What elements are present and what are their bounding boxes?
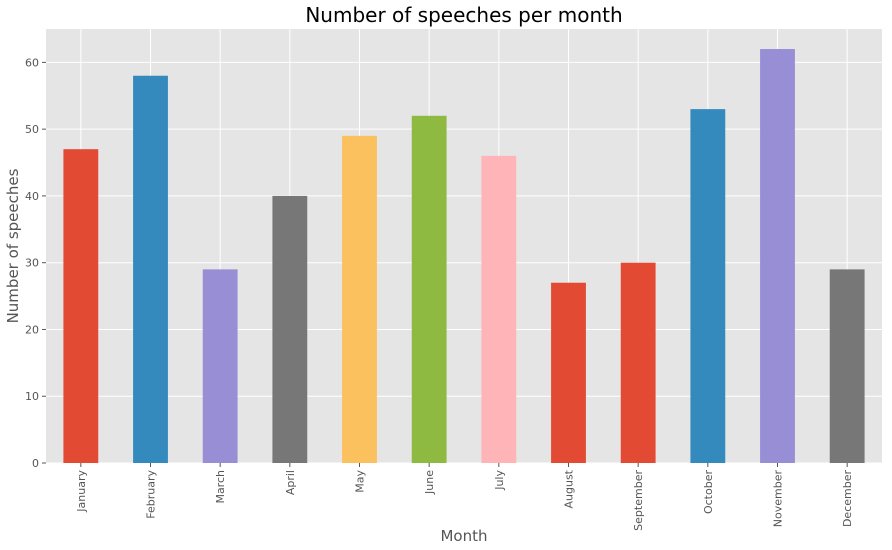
y-tick-label: 40 (25, 190, 39, 203)
y-tick-label: 0 (32, 457, 39, 470)
bar-december (829, 269, 865, 463)
x-axis-title: Month (440, 527, 487, 545)
x-tick-label-september: September (632, 470, 645, 531)
bar-august (551, 282, 586, 463)
x-tick-label-february: February (145, 470, 158, 519)
x-tick-label-august: August (563, 469, 576, 508)
x-tick-label-march: March (214, 470, 227, 504)
bar-january (63, 149, 99, 463)
x-tick-label-may: May (354, 470, 367, 493)
bar-june (411, 115, 447, 464)
y-tick-label: 50 (25, 123, 39, 136)
bar-october (690, 109, 726, 463)
bars (63, 49, 865, 464)
chart-title: Number of speeches per month (305, 3, 622, 27)
y-axis-title: Number of speeches (4, 168, 22, 323)
y-axis-ticks: 0 10 20 30 40 50 60 (25, 56, 46, 470)
x-tick-label-october: October (702, 470, 715, 514)
y-tick-label: 30 (25, 257, 39, 270)
y-tick-label: 10 (25, 390, 39, 403)
bar-february (133, 75, 168, 463)
x-tick-label-december: December (841, 470, 854, 528)
bar-september (620, 262, 656, 463)
plot-area (46, 29, 882, 463)
bar-may (342, 135, 377, 464)
y-tick-label: 20 (25, 323, 39, 336)
bar-april (272, 195, 308, 463)
y-tick-label: 60 (25, 56, 39, 69)
x-tick-label-june: June (423, 470, 436, 495)
bar-november (760, 49, 795, 464)
bar-march (202, 269, 238, 463)
x-tick-label-january: January (75, 470, 88, 513)
x-axis-ticks: January February March April May June July Augu… (75, 463, 854, 531)
x-tick-label-april: April (284, 470, 297, 495)
bar-july (481, 155, 517, 463)
x-tick-label-july: July (493, 470, 506, 491)
x-tick-label-november: November (772, 470, 785, 528)
